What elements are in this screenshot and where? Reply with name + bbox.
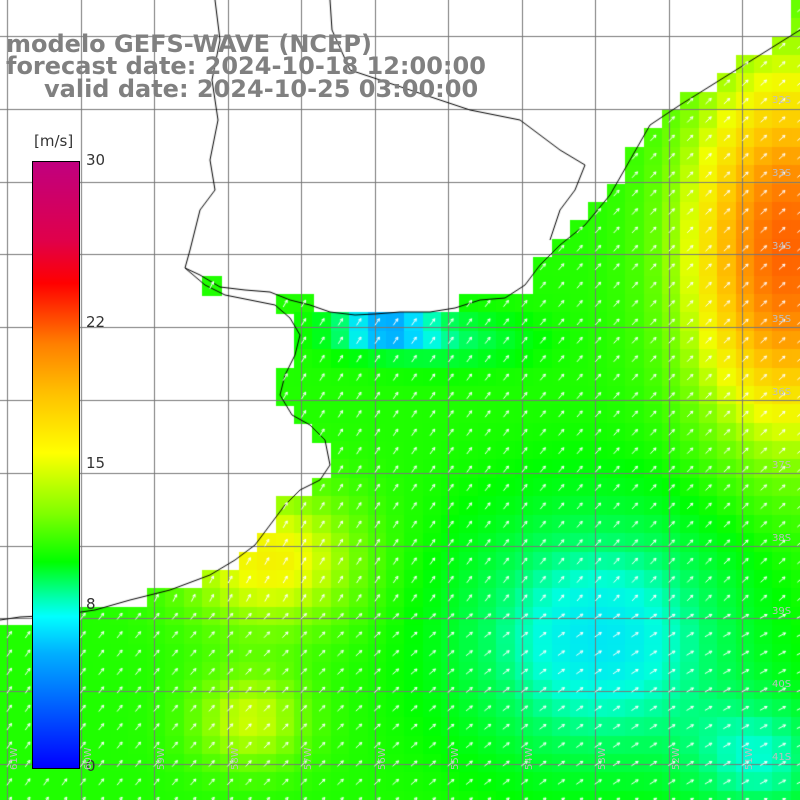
- colorbar-tick-label: 8: [86, 595, 96, 614]
- colorbar: [32, 161, 80, 769]
- longitude-label: 59W: [156, 747, 167, 770]
- model-title: modelo GEFS-WAVE (NCEP): [6, 30, 372, 58]
- latitude-label: 37S: [772, 460, 792, 471]
- latitude-label: 41S: [772, 752, 792, 763]
- longitude-label: 53W: [597, 747, 608, 770]
- latitude-label: 32S: [772, 95, 792, 106]
- latitude-label: 33S: [772, 168, 792, 179]
- colorbar-unit: [m/s]: [34, 132, 74, 150]
- latitude-label: 40S: [772, 679, 792, 690]
- longitude-label: 56W: [376, 747, 388, 770]
- longitude-label: 60W: [82, 747, 94, 770]
- latitude-label: 36S: [772, 387, 792, 398]
- latitude-label: 34S: [772, 241, 792, 252]
- latitude-label: 35S: [772, 314, 792, 325]
- latitude-label: 38S: [772, 533, 792, 544]
- longitude-label: 52W: [670, 747, 682, 770]
- longitude-label: 57W: [303, 747, 314, 770]
- longitude-label: 54W: [523, 747, 535, 770]
- longitude-label: 55W: [450, 747, 461, 770]
- colorbar-tick-label: 0: [86, 757, 96, 775]
- longitude-label: 51W: [744, 747, 755, 770]
- colorbar-tick-label: 30: [86, 151, 106, 169]
- longitude-label: 61W: [9, 747, 20, 770]
- colorbar-tick-label: 22: [86, 312, 106, 331]
- colorbar-tick-label: 15: [86, 454, 106, 472]
- forecast-date: forecast date: 2024-10-18 12:00:00: [6, 52, 486, 80]
- longitude-label: 58W: [229, 747, 241, 770]
- valid-date: valid date: 2024-10-25 03:00:00: [44, 75, 479, 103]
- latitude-label: 39S: [772, 606, 792, 617]
